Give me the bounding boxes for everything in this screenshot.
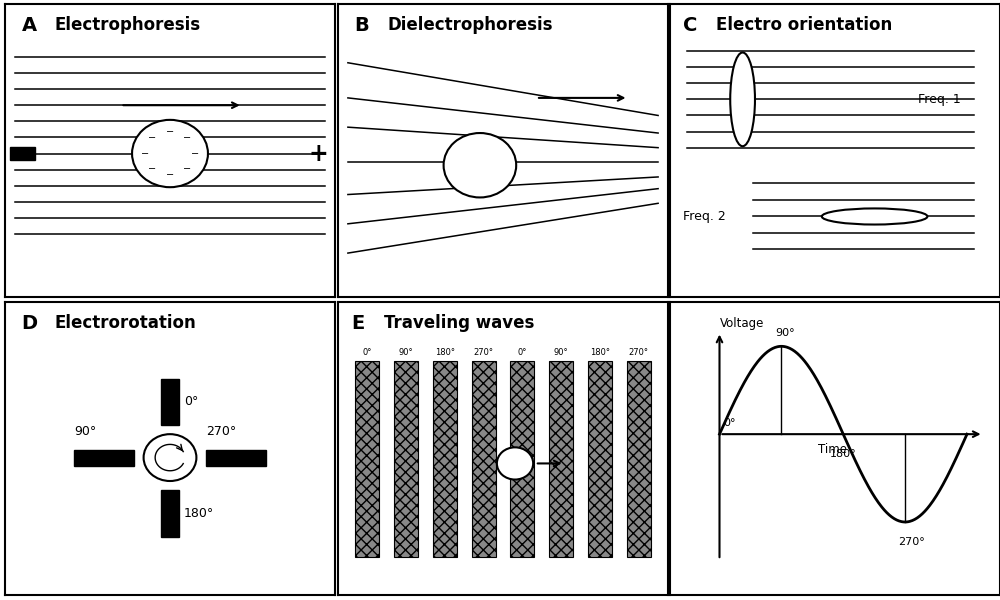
Text: Voltage: Voltage: [720, 317, 764, 330]
Text: 180°: 180°: [435, 347, 455, 356]
Text: −: −: [141, 149, 149, 158]
Bar: [206, 449, 266, 466]
Text: 270°: 270°: [629, 347, 649, 356]
Text: 270°: 270°: [898, 536, 925, 547]
Circle shape: [497, 448, 533, 479]
Text: −: −: [191, 149, 199, 158]
Text: 180°: 180°: [184, 507, 214, 520]
Text: Time: Time: [818, 443, 848, 456]
Text: Electro orientation: Electro orientation: [716, 16, 892, 34]
Text: B: B: [354, 16, 369, 35]
Text: −: −: [183, 133, 192, 143]
Bar: [161, 490, 179, 536]
Text: 0°: 0°: [184, 395, 198, 409]
Bar: [355, 361, 379, 557]
Text: 270°: 270°: [474, 347, 494, 356]
Text: 270°: 270°: [206, 425, 237, 438]
Bar: [472, 361, 496, 557]
Text: 90°: 90°: [74, 425, 97, 438]
Bar: [510, 361, 534, 557]
Text: −: −: [148, 133, 157, 143]
Bar: [10, 147, 35, 160]
Text: 0°: 0°: [723, 418, 735, 428]
Text: Freq. 2: Freq. 2: [683, 210, 726, 223]
Text: −: −: [166, 127, 174, 137]
Circle shape: [132, 120, 208, 187]
Text: A: A: [22, 16, 37, 35]
Text: Electrophoresis: Electrophoresis: [54, 16, 201, 34]
Text: −: −: [183, 164, 192, 174]
Circle shape: [444, 133, 516, 197]
Text: +: +: [309, 142, 328, 166]
Text: −: −: [166, 170, 174, 181]
Text: D: D: [22, 314, 38, 333]
Ellipse shape: [822, 208, 927, 224]
Text: 180°: 180°: [590, 347, 610, 356]
Bar: [161, 379, 179, 425]
Bar: [433, 361, 457, 557]
Bar: [74, 449, 134, 466]
Text: Electrorotation: Electrorotation: [54, 314, 196, 332]
Text: Traveling waves: Traveling waves: [384, 314, 535, 332]
Text: 90°: 90°: [775, 328, 794, 338]
Bar: [588, 361, 612, 557]
Text: C: C: [683, 16, 698, 35]
Bar: [627, 361, 651, 557]
Circle shape: [144, 434, 196, 481]
Ellipse shape: [730, 53, 755, 146]
Text: 180°: 180°: [830, 449, 857, 459]
Text: Freq. 1: Freq. 1: [918, 93, 960, 106]
Text: 90°: 90°: [554, 347, 568, 356]
Text: 0°: 0°: [518, 347, 527, 356]
Text: 90°: 90°: [399, 347, 413, 356]
Text: 0°: 0°: [363, 347, 372, 356]
Text: E: E: [351, 314, 364, 333]
Bar: [394, 361, 418, 557]
Bar: [549, 361, 573, 557]
Text: −: −: [148, 164, 157, 174]
Text: Dielectrophoresis: Dielectrophoresis: [388, 16, 553, 34]
